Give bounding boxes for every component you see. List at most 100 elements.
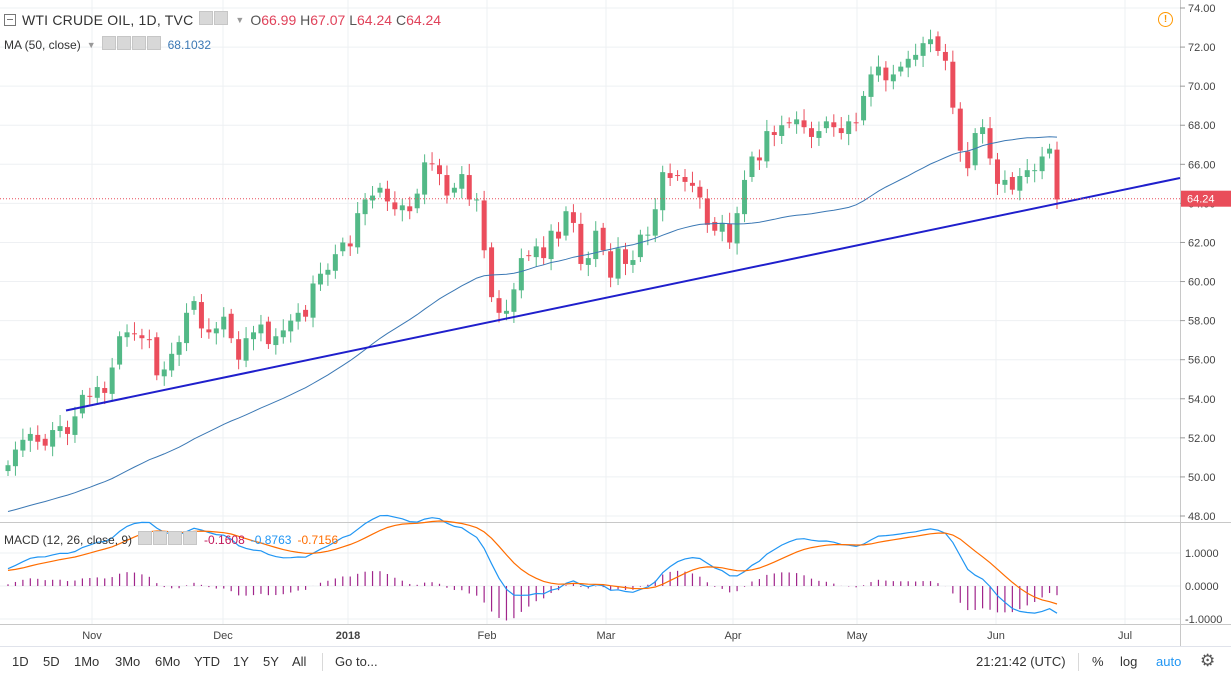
candle-body (875, 66, 881, 76)
alert-icon[interactable]: ! (1158, 12, 1173, 27)
candle-body (756, 157, 762, 161)
range-1mo-button[interactable]: 1Mo (74, 654, 100, 669)
candle-body (42, 438, 48, 446)
macd-label[interactable]: MACD (12, 26, close, 9) (4, 532, 133, 547)
candle-body (228, 313, 234, 339)
candle-body (72, 416, 78, 435)
candle-body (213, 328, 219, 334)
candle-body (615, 248, 621, 279)
candle-body (823, 121, 829, 129)
settings-icon[interactable] (116, 36, 131, 50)
chevron-down-icon[interactable]: ▼ (235, 14, 245, 25)
range-1d-button[interactable]: 1D (12, 654, 29, 669)
candle-body (749, 156, 755, 178)
candle-body (600, 227, 606, 251)
candle-body (913, 54, 919, 60)
candle-body (667, 173, 673, 178)
settings-icon[interactable] (153, 531, 168, 545)
candle-body (771, 132, 777, 135)
candle-body (994, 159, 1000, 184)
candle-body (712, 221, 718, 231)
candle-body (161, 369, 167, 377)
ma-actions[interactable] (101, 36, 162, 53)
candle-body (556, 231, 562, 239)
candle-body (50, 430, 56, 447)
candle-body (124, 332, 130, 338)
candle-body (1002, 179, 1008, 185)
eye-icon[interactable] (199, 11, 214, 25)
chart-canvas[interactable]: 74.0072.0070.0068.0066.0064.0062.0060.00… (0, 0, 1231, 646)
candle-body (786, 122, 792, 124)
candle-body (27, 433, 33, 441)
candle-body (808, 128, 814, 137)
goto-button[interactable]: Go to... (335, 654, 378, 669)
candle-body (905, 58, 911, 68)
trendline-path (65, 177, 1181, 412)
candle-body (489, 247, 495, 298)
time-tick-label: Dec (213, 630, 233, 642)
candle-body (198, 302, 204, 329)
candle-body (637, 234, 643, 258)
candle-body (697, 186, 703, 198)
percent-toggle[interactable]: % (1092, 654, 1104, 669)
high-value: 67.07 (310, 11, 346, 28)
candle-body (764, 131, 770, 162)
ma-label[interactable]: MA (50, close) (4, 37, 81, 52)
candle-body (280, 330, 286, 338)
range-6mo-button[interactable]: 6Mo (155, 654, 181, 669)
range-1y-button[interactable]: 1Y (233, 654, 249, 669)
candle-body (689, 182, 695, 186)
candle-body (355, 213, 361, 248)
candle-body (94, 387, 100, 398)
last-price-tag-text: 64.24 (1187, 194, 1215, 206)
add-icon[interactable] (131, 36, 146, 50)
close-icon[interactable] (183, 531, 198, 545)
candle-body (295, 312, 301, 322)
candle-body (191, 301, 197, 310)
range-3mo-button[interactable]: 3Mo (115, 654, 141, 669)
price-tick-label: 74.00 (1188, 3, 1216, 15)
toolbar-separator (1078, 653, 1079, 671)
candle-body (117, 336, 123, 365)
log-toggle[interactable]: log (1120, 654, 1138, 669)
add-icon[interactable] (168, 531, 183, 545)
price-tick-label: 50.00 (1188, 472, 1216, 484)
close-icon[interactable] (146, 36, 161, 50)
low-value: 64.24 (357, 11, 393, 28)
range-5d-button[interactable]: 5D (43, 654, 60, 669)
chevron-down-icon[interactable]: ▼ (86, 39, 96, 50)
candle-body (466, 175, 472, 200)
candle-body (184, 312, 190, 344)
candle-body (496, 298, 502, 313)
price-axis: 74.0072.0070.0068.0066.0064.0062.0060.00… (1180, 3, 1216, 523)
symbol-actions[interactable] (199, 11, 229, 28)
candle-body (727, 223, 733, 243)
settings-gear-icon[interactable]: ⚙ (1200, 651, 1216, 670)
price-tick-label: 48.00 (1188, 511, 1216, 523)
range-5y-button[interactable]: 5Y (263, 654, 279, 669)
candle-body (273, 336, 279, 346)
macd-pane (7, 514, 1058, 621)
candle-body (890, 74, 896, 82)
candle-body (146, 339, 152, 341)
candle-body (310, 283, 316, 318)
settings-icon[interactable] (214, 11, 229, 25)
candle-body (622, 249, 628, 264)
eye-icon[interactable] (101, 36, 116, 50)
macd-line-value: -0.8763 (250, 532, 292, 547)
auto-toggle[interactable]: auto (1156, 654, 1182, 669)
candle-body (57, 426, 63, 432)
trendline[interactable] (65, 177, 1181, 412)
candle-body (35, 434, 41, 442)
macd-actions[interactable] (138, 531, 198, 548)
candle-body (392, 202, 398, 210)
price-tick-label: 52.00 (1188, 433, 1216, 445)
candle-body (704, 198, 710, 225)
eye-icon[interactable] (138, 531, 153, 545)
range-all-button[interactable]: All (292, 654, 307, 669)
range-ytd-button[interactable]: YTD (194, 654, 220, 669)
candle-body (801, 120, 807, 128)
candle-body (578, 223, 584, 264)
collapse-legend-icon[interactable] (4, 13, 16, 26)
symbol-title[interactable]: WTI CRUDE OIL, 1D, TVC (22, 11, 194, 28)
